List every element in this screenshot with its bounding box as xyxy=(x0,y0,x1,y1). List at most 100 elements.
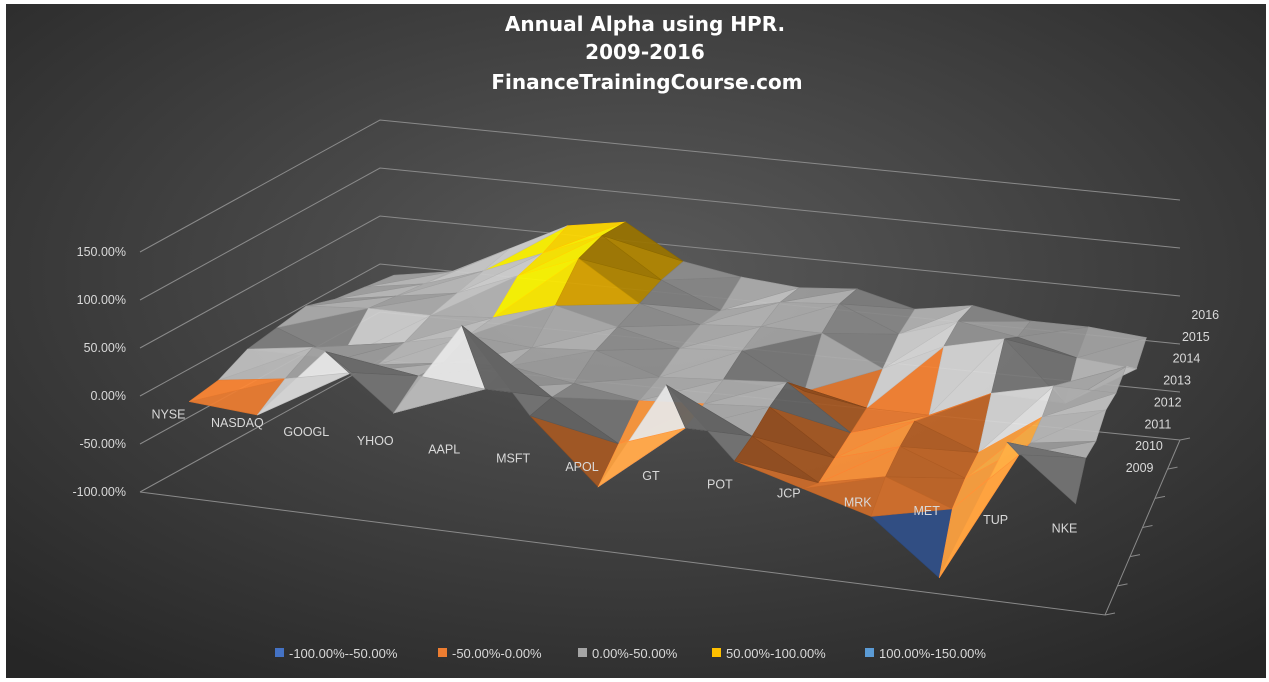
surface-facet-2-4-1 xyxy=(430,275,519,316)
legend-label: 50.00%-100.00% xyxy=(726,646,826,661)
surface-facet-4-2-1 xyxy=(508,347,596,367)
z-axis-tick-labels: -100.00% -50.00% 0.00% 50.00% 100.00% 150.00% xyxy=(72,245,126,499)
surface-facet-11-2-1 xyxy=(965,416,1043,479)
surface-facet-8-1-1 xyxy=(751,406,835,459)
year-label: 2013 xyxy=(1163,374,1191,388)
ticker-label: TUP xyxy=(983,513,1008,527)
ticker-label: GOOGL xyxy=(283,425,329,439)
chart-title: Annual Alpha using HPR. 2009-2016 Financ… xyxy=(491,12,802,94)
ticker-label: NYSE xyxy=(151,407,185,421)
surface-facet-4-4-1 xyxy=(554,258,641,306)
legend-label: 0.00%-50.00% xyxy=(592,646,678,661)
surface-facet-10-6-1 xyxy=(957,305,1031,322)
surface-facet-11-5-1 xyxy=(1004,336,1077,359)
legend-swatch xyxy=(275,648,284,657)
z-tick-label: 50.00% xyxy=(84,341,126,355)
title-line-2: 2009-2016 xyxy=(585,40,705,64)
surface-facet-0-4-1 xyxy=(306,295,397,307)
z-tick-label: 0.00% xyxy=(91,389,126,403)
surface-facet-4-6-1 xyxy=(601,221,684,262)
surface-facet-4-3-1 xyxy=(531,305,619,349)
surface-facet-6-3-1 xyxy=(658,348,743,378)
legend-swatch xyxy=(865,648,874,657)
year-label: 2009 xyxy=(1126,461,1154,475)
surface-facet-5-1-1 xyxy=(551,383,640,402)
title-line-1: Annual Alpha using HPR. xyxy=(505,12,785,36)
surface-facet-0-1-1 xyxy=(218,347,313,381)
surface-facet-8-2-1 xyxy=(769,381,851,434)
surface-facet-9-5-1 xyxy=(882,320,959,370)
ticker-label: YHOO xyxy=(357,434,394,448)
surface-facet-1-5-1 xyxy=(396,270,484,297)
surface-facet-3-5-1 xyxy=(517,235,603,277)
surface-facet-6-6-1 xyxy=(720,276,800,311)
surface-facet-3-3-1 xyxy=(468,305,556,336)
depth-tick-0 xyxy=(1104,612,1116,616)
surface-facet-9-4-1 xyxy=(866,346,944,409)
depth-tick-1 xyxy=(1117,583,1128,587)
depth-tick-3 xyxy=(1142,525,1153,528)
surface-facet-11-0-1 xyxy=(938,454,1020,578)
surface-facet-2-3-1 xyxy=(403,315,494,344)
surface-facet-9-1-1 xyxy=(818,446,901,484)
surface-facet-5-6-1 xyxy=(660,261,742,281)
surface-facet-2-2-1 xyxy=(377,335,469,365)
ticker-axis-labels: NYSE NASDAQ GOOGL YHOO AAPL MSFT APOL GT POT JCP M… xyxy=(151,407,1077,535)
surface-facet-3-4-1 xyxy=(492,258,579,318)
surface-facet-7-4-1 xyxy=(741,326,823,352)
surface-facet-12-6-1 xyxy=(1076,326,1147,359)
surface-facet-4-5-1 xyxy=(578,235,662,281)
surface-facet-9-3-1 xyxy=(850,407,930,434)
surface-facet-1-0-1 xyxy=(257,372,352,416)
ticker-label: MRK xyxy=(844,495,872,509)
surface-facet-0-0-1 xyxy=(188,378,286,402)
gridline-5 xyxy=(139,119,1181,253)
surface-facet-8-0-1 xyxy=(734,435,819,484)
z-tick-label: -100.00% xyxy=(72,485,126,499)
surface-facet-6-4-1 xyxy=(679,324,762,349)
surface-facet-7-5-1 xyxy=(760,301,840,328)
year-label: 2011 xyxy=(1144,417,1171,431)
legend-label: -50.00%-0.00% xyxy=(452,646,542,661)
z-tick-label: 100.00% xyxy=(77,293,126,307)
year-label: 2016 xyxy=(1191,308,1219,322)
legend: -100.00%--50.00% -50.00%-0.00% 0.00%-50.00… xyxy=(275,646,986,661)
year-label: 2014 xyxy=(1173,352,1201,366)
depth-tick-4 xyxy=(1154,495,1166,499)
year-label: 2012 xyxy=(1154,395,1182,409)
surface-facet-10-0-1 xyxy=(870,476,954,517)
surface-facet-0-6-1 xyxy=(364,271,452,288)
surface-facet-1-4-1 xyxy=(368,292,458,309)
ticker-label: AAPL xyxy=(428,443,460,457)
ticker-label: MET xyxy=(913,504,940,518)
surface-facet-0-3-1 xyxy=(276,305,369,328)
surface-facet-2-0-1 xyxy=(325,351,419,377)
ticker-label: NKE xyxy=(1052,522,1078,536)
surface-facet-8-5-1 xyxy=(821,303,900,335)
surface-facet-8-3-1 xyxy=(786,382,867,409)
year-axis-labels: 2009 2010 2011 2012 2013 2014 2015 2016 xyxy=(1126,308,1219,475)
surface-facet-9-6-1 xyxy=(898,305,973,335)
surface-facet-9-2-1 xyxy=(833,420,915,459)
surface-facet-10-2-1 xyxy=(899,420,979,453)
legend-label: -100.00%--50.00% xyxy=(289,646,398,661)
surface-facet-9-0-1 xyxy=(802,476,886,489)
surface-facet-2-5-1 xyxy=(456,252,543,294)
surface-mesh xyxy=(188,221,1147,579)
ticker-label: MSFT xyxy=(496,451,530,465)
year-label: 2015 xyxy=(1182,330,1210,344)
ticker-label: APOL xyxy=(565,460,598,474)
surface-facet-5-0-1 xyxy=(529,396,619,445)
ticker-label: POT xyxy=(707,478,733,492)
z-tick-label: -50.00% xyxy=(79,437,126,451)
surface-facet-7-6-1 xyxy=(779,287,858,303)
gridline-4 xyxy=(139,167,1181,301)
surface-facet-6-0-1 xyxy=(597,427,686,488)
gridline-3 xyxy=(139,215,1181,349)
depth-tick-5 xyxy=(1167,466,1178,470)
ticker-label: JCP xyxy=(777,486,801,500)
title-line-3: FinanceTrainingCourse.com xyxy=(491,70,802,94)
surface-facet-11-3-1 xyxy=(977,385,1055,454)
